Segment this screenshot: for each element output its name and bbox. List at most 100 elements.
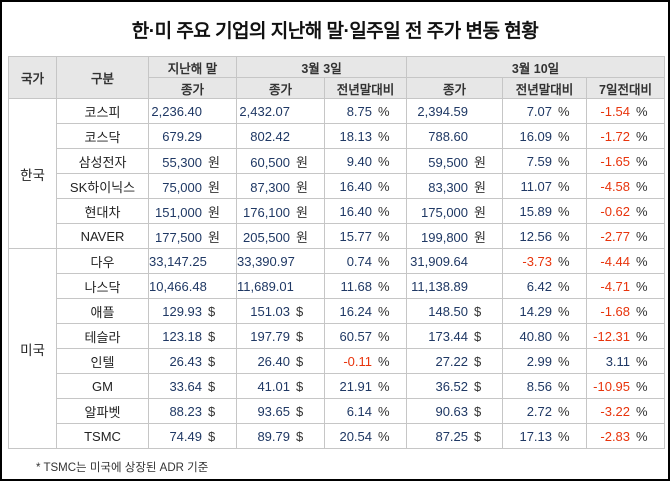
value-number: 6.14	[346, 403, 373, 419]
table-header: 국가 구분 지난해 말 3월 3일 3월 10일 종가 종가 전년말대비 종가 …	[8, 56, 666, 99]
value-unit: 원	[474, 204, 486, 220]
value-number: 40.80	[519, 328, 553, 344]
value-cell: 40.80%	[502, 323, 588, 349]
value-cell: 173.44 $	[406, 323, 504, 349]
value-unit: $	[208, 428, 216, 444]
value-cell: 55,300 원	[148, 148, 237, 174]
header-march10: 3월 10일	[406, 56, 666, 78]
value-unit: $	[208, 328, 216, 344]
category-cell: GM	[56, 373, 149, 399]
value-unit: %	[558, 153, 570, 169]
value-cell: 8.75%	[323, 98, 408, 124]
value-cell: 59,500 원	[406, 148, 504, 174]
value-cell: 2,394.59	[406, 98, 504, 124]
value-unit: %	[558, 203, 570, 219]
value-cell: 788.60	[406, 123, 504, 149]
value-cell: 7.59%	[502, 148, 588, 174]
value-cell: 90.63 $	[406, 398, 504, 424]
value-unit: $	[474, 328, 482, 344]
value-unit: %	[378, 253, 390, 269]
value-number: 26.40	[257, 353, 290, 369]
value-number: 26.43	[169, 353, 202, 369]
value-unit: %	[378, 203, 390, 219]
table-row: 테슬라 123.18 $197.79 $60.57% 173.44 $40.80% -12.…	[9, 323, 666, 349]
header-vs-year-end: 전년말대비	[502, 77, 588, 99]
value-number: 123.18	[162, 328, 202, 344]
value-unit: 원	[208, 229, 220, 245]
value-unit: %	[636, 303, 648, 319]
value-cell: 12.56%	[502, 223, 588, 249]
value-unit: $	[296, 378, 304, 394]
value-cell: 87.25 $	[406, 423, 504, 449]
value-unit: %	[558, 403, 570, 419]
value-unit: $	[474, 353, 482, 369]
value-number: 16.40	[339, 203, 373, 219]
value-cell: 9.40%	[323, 148, 408, 174]
table-row: SK하이닉스 75,000 원 87,300 원 16.40% 83,300 원 11.07% -…	[9, 173, 666, 199]
value-number: -4.44	[600, 253, 631, 269]
header-march3: 3월 3일	[235, 56, 408, 78]
value-cell: -1.72%	[586, 123, 666, 149]
value-unit: $	[296, 353, 304, 369]
value-number: 802.42	[250, 128, 290, 144]
value-cell: 27.22 $	[406, 348, 504, 374]
value-unit: 원	[474, 154, 486, 170]
category-cell: 삼성전자	[56, 148, 149, 174]
value-unit: 원	[208, 179, 220, 195]
value-unit: $	[296, 303, 304, 319]
value-number: 151,000	[155, 204, 202, 220]
value-number: 199,800	[421, 229, 469, 245]
value-unit: 원	[474, 229, 486, 245]
table-row: TSMC 74.49 $89.79 $20.54% 87.25 $17.13% -2.83%	[9, 423, 666, 449]
value-cell: 2.99%	[502, 348, 588, 374]
value-number: 11.07	[520, 178, 553, 194]
value-cell: -2.77%	[586, 223, 666, 249]
value-cell: 17.13%	[502, 423, 588, 449]
category-cell: 나스닥	[56, 273, 149, 299]
value-cell: 26.43 $	[148, 348, 237, 374]
value-number: 75,000	[162, 179, 202, 195]
value-cell: 15.89%	[502, 198, 588, 224]
value-cell: 31,909.64	[406, 248, 504, 274]
table-row: 인텔 26.43 $26.40 $ -0.11% 27.22 $2.99% 3.11%	[9, 348, 666, 374]
value-unit: %	[558, 428, 570, 444]
value-number: 74.49	[169, 428, 202, 444]
value-unit: $	[208, 378, 216, 394]
country-cell: 미국	[8, 248, 57, 449]
value-number: 0.74	[346, 253, 373, 269]
value-unit: %	[558, 228, 570, 244]
value-number: 205,500	[243, 229, 290, 245]
value-unit: %	[378, 103, 390, 119]
value-cell: -0.62%	[586, 198, 666, 224]
page-title: 한·미 주요 기업의 지난해 말·일주일 전 주가 변동 현황	[131, 21, 539, 42]
value-unit: %	[378, 278, 390, 294]
table-row: NAVER 177,500 원 205,500 원 15.77% 199,800 원 12.56…	[9, 223, 666, 249]
value-number: -4.71	[600, 278, 631, 294]
value-cell: 33,390.97	[236, 248, 325, 274]
value-unit: %	[636, 153, 648, 169]
value-cell: 3.11%	[586, 348, 666, 374]
value-unit: $	[296, 428, 304, 444]
value-unit: %	[636, 278, 648, 294]
category-cell: 테슬라	[56, 323, 149, 349]
value-number: 788.60	[428, 128, 469, 144]
value-number: -1.72	[600, 128, 631, 144]
value-cell: 148.50 $	[406, 298, 504, 324]
value-unit: 원	[296, 154, 308, 170]
header-country: 국가	[8, 56, 57, 99]
value-number: -1.54	[600, 103, 631, 119]
value-unit: %	[558, 278, 570, 294]
value-number: 7.07	[526, 103, 553, 119]
value-cell: -12.31%	[586, 323, 666, 349]
value-unit: %	[558, 178, 570, 194]
value-cell: 8.56%	[502, 373, 588, 399]
value-number: 11,138.89	[411, 278, 469, 294]
value-unit: $	[474, 303, 482, 319]
value-number: 27.22	[435, 353, 469, 369]
table-row: GM 33.64 $41.01 $21.91% 36.52 $8.56% -10.95%	[9, 373, 666, 399]
value-number: 60,500	[250, 154, 290, 170]
value-number: 2,394.59	[417, 103, 469, 119]
value-number: 2,236.40	[151, 103, 202, 119]
value-unit: %	[558, 328, 570, 344]
